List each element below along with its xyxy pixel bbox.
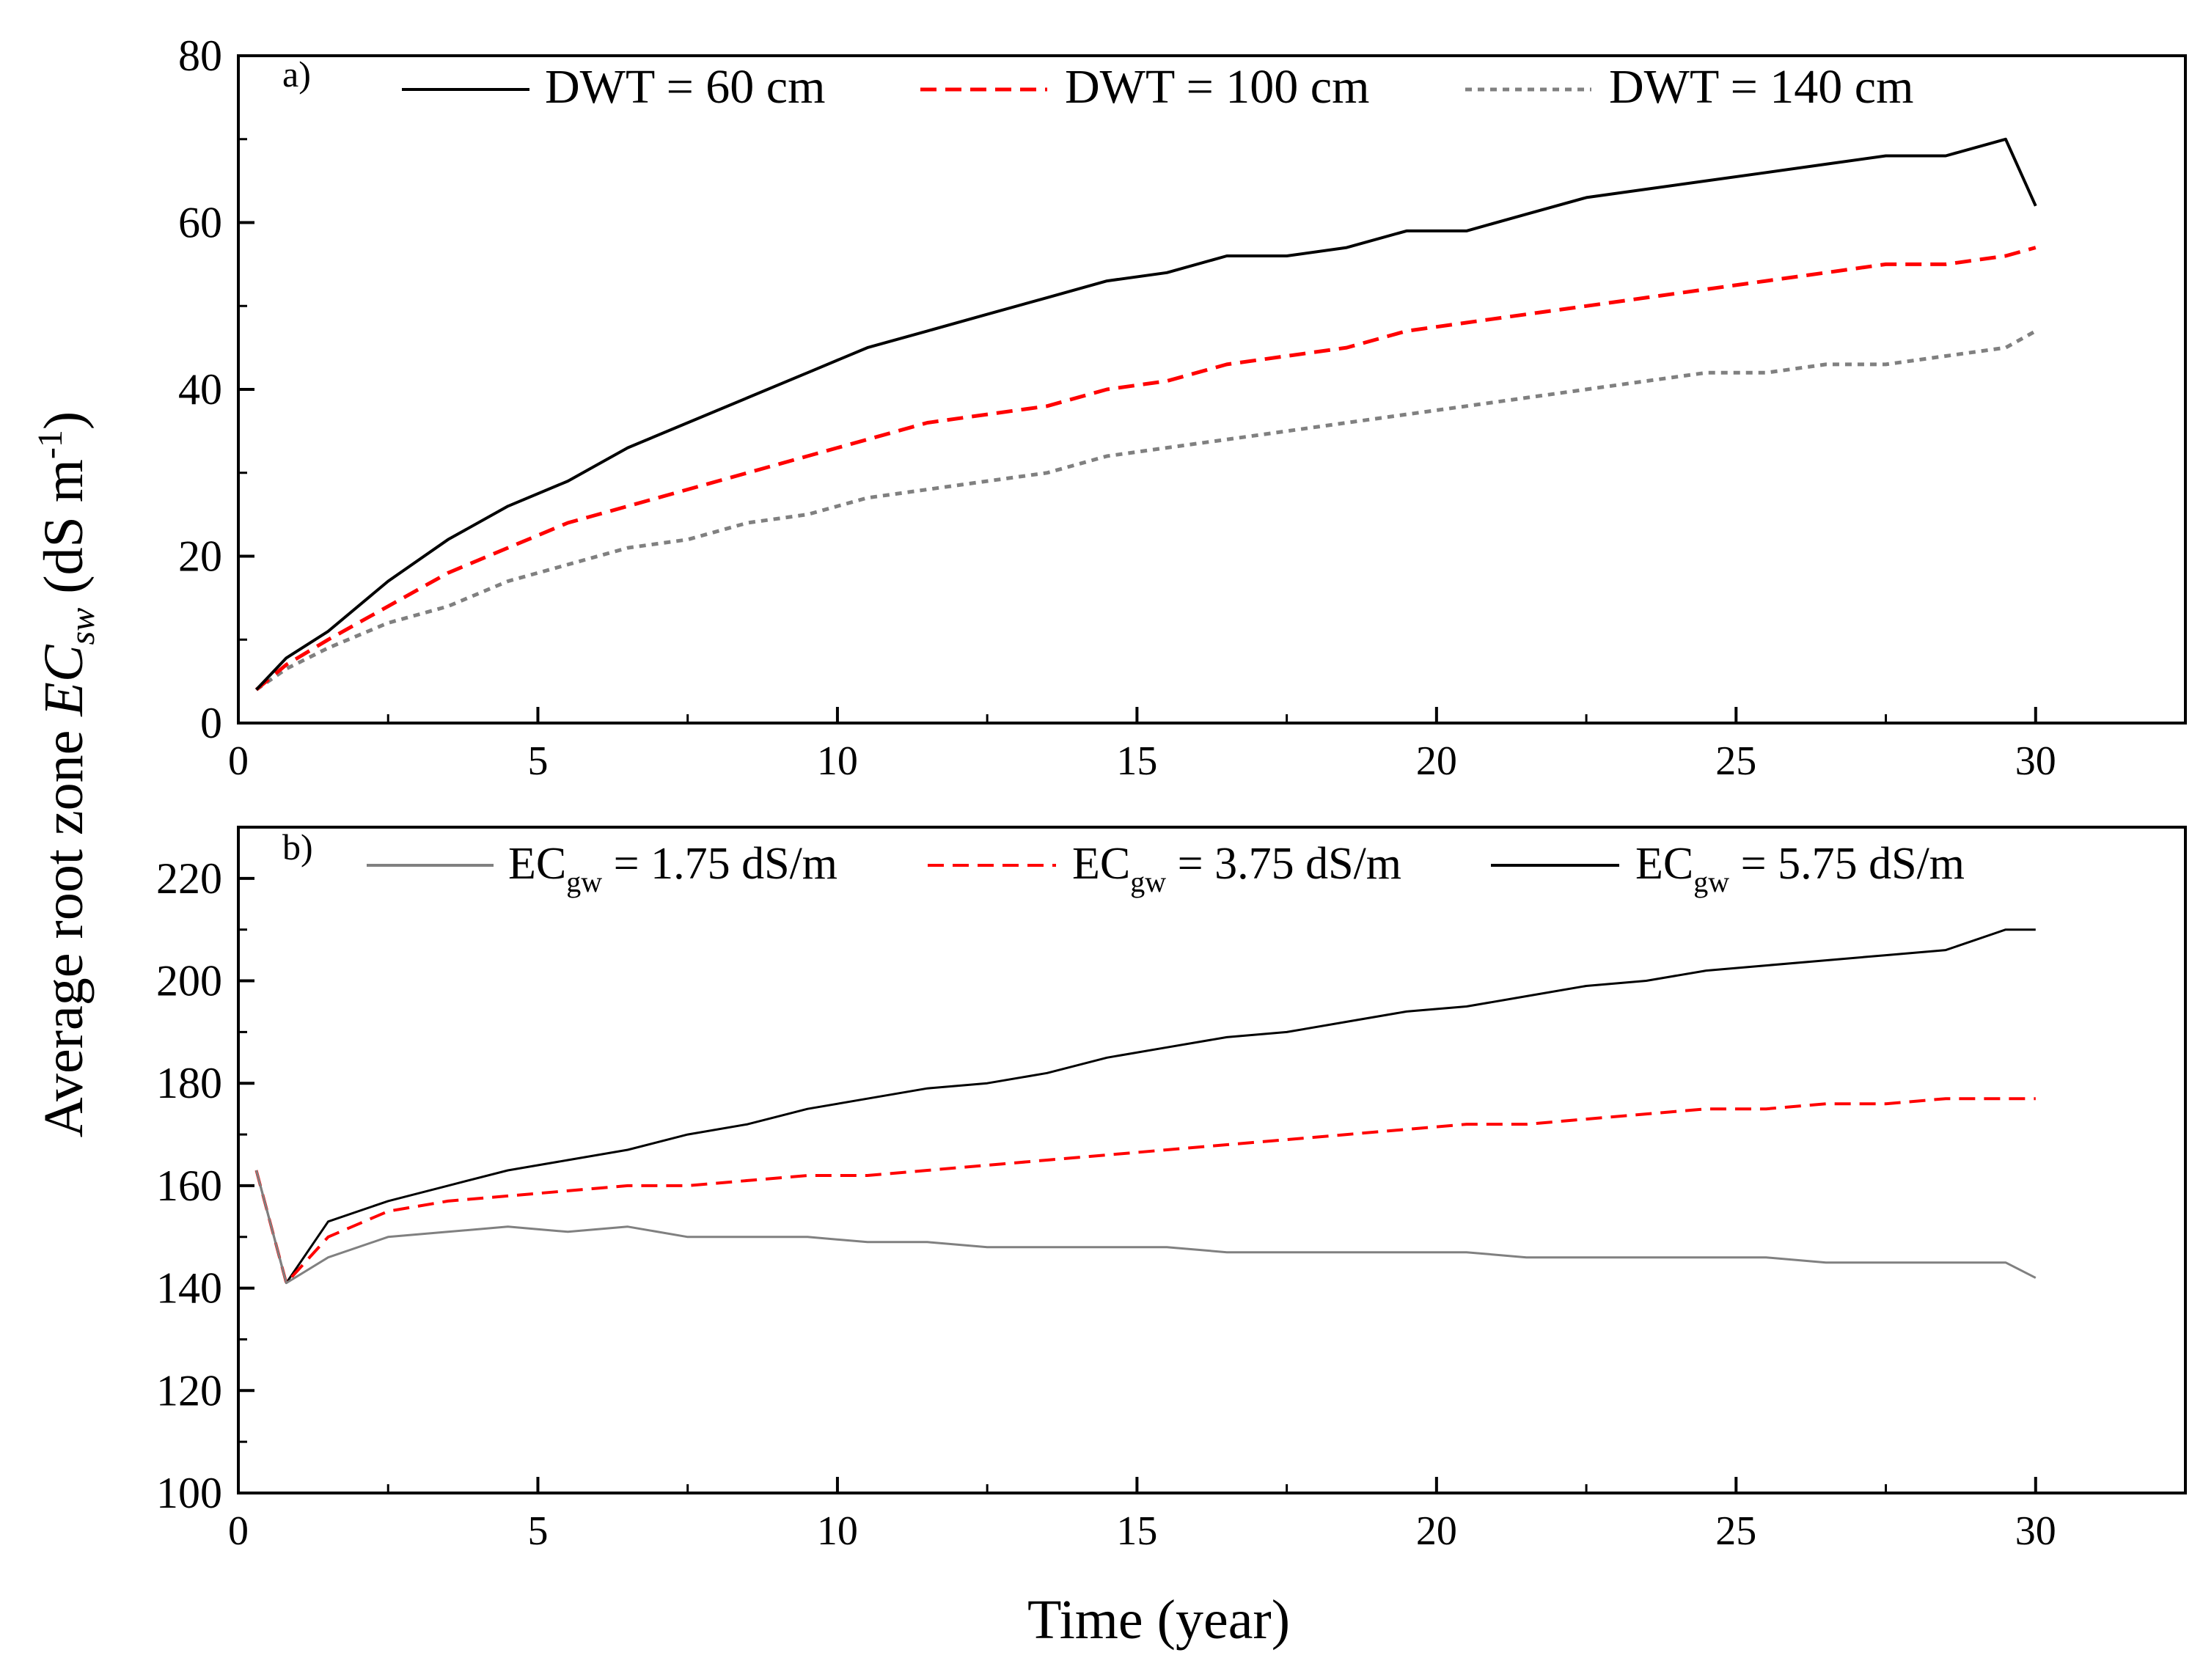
y-label-sub: sw <box>63 608 102 645</box>
y-tick-label-b-120: 120 <box>156 1366 222 1415</box>
x-tick-label-a-20: 20 <box>1416 738 1457 784</box>
y-tick-label-a-20: 20 <box>178 532 222 581</box>
series-line-a-0 <box>255 137 2037 691</box>
x-tick-label-a-25: 25 <box>1715 738 1756 784</box>
y-tick-label-b-180: 180 <box>156 1059 222 1107</box>
panel-b-legend: ECgw = 1.75 dS/m ECgw = 3.75 dS/m ECgw =… <box>367 839 1965 898</box>
y-label-unit-open: (dS m <box>33 459 95 608</box>
y-tick-label-b-100: 100 <box>156 1469 222 1517</box>
x-tick-label-a-0: 0 <box>228 738 249 784</box>
y-tick-label-a-60: 60 <box>178 199 222 247</box>
legend-label-ecgw-575: ECgw = 5.75 dS/m <box>1635 839 1965 898</box>
legend-ecgw-175-sub: gw <box>566 865 602 898</box>
panel-a-label: a) <box>282 54 311 95</box>
y-label-main: Average root zone <box>33 716 95 1138</box>
legend-ecgw-175-rest: = 1.75 dS/m <box>602 839 837 889</box>
panel-a-legend: DWT = 60 cm DWT = 100 cm DWT = 140 cm <box>402 60 1913 114</box>
x-tick-label-b-0: 0 <box>228 1508 249 1554</box>
y-label-ec: EC <box>33 644 95 716</box>
x-tick-label-b-25: 25 <box>1715 1508 1756 1554</box>
legend-ecgw-575-rest: = 5.75 dS/m <box>1729 839 1965 889</box>
x-tick-label-a-10: 10 <box>817 738 858 784</box>
legend-label-ecgw-175: ECgw = 1.75 dS/m <box>508 839 837 898</box>
panel-a-ticks: 0 5 10 15 20 25 30 0 20 40 60 80 <box>178 32 2056 784</box>
series-line-b-0 <box>255 1170 2037 1285</box>
legend-ecgw-175-main: EC <box>508 839 566 889</box>
series-line-b-2 <box>255 928 2036 1285</box>
legend-ecgw-575-sub: gw <box>1693 865 1729 898</box>
panel-a: 0 5 10 15 20 25 30 0 20 40 60 80 a) DWT = 60 cm DWT… <box>178 32 2187 784</box>
y-tick-label-a-0: 0 <box>200 699 222 747</box>
y-label-unit-sup: -1 <box>31 430 70 459</box>
panel-a-series <box>254 137 2037 692</box>
legend-ecgw-375-main: EC <box>1072 839 1130 889</box>
series-line-b-1 <box>254 1097 2036 1285</box>
panel-b-ticks: 0 5 10 15 20 25 30 100 120 140 160 180 200 220 <box>156 854 2056 1554</box>
x-tick-label-b-30: 30 <box>2015 1508 2056 1554</box>
x-tick-label-b-15: 15 <box>1116 1508 1157 1554</box>
y-tick-label-b-160: 160 <box>156 1162 222 1210</box>
y-tick-label-b-220: 220 <box>156 854 222 903</box>
x-tick-label-a-15: 15 <box>1116 738 1157 784</box>
shared-y-axis-label: Average root zone ECsw (dS m-1) <box>31 411 102 1137</box>
x-tick-label-a-5: 5 <box>527 738 548 784</box>
shared-x-axis-label: Time (year) <box>1027 1589 1290 1651</box>
legend-ecgw-575-main: EC <box>1635 839 1693 889</box>
x-tick-label-b-5: 5 <box>527 1508 548 1554</box>
legend-label-dwt-60: DWT = 60 cm <box>545 60 825 114</box>
y-tick-label-a-80: 80 <box>178 32 222 80</box>
panel-b-series <box>254 928 2037 1285</box>
legend-label-dwt-100: DWT = 100 cm <box>1065 60 1369 114</box>
legend-ecgw-375-sub: gw <box>1130 865 1166 898</box>
legend-label-dwt-140: DWT = 140 cm <box>1609 60 1913 114</box>
legend-label-ecgw-375: ECgw = 3.75 dS/m <box>1072 839 1401 898</box>
x-tick-label-b-20: 20 <box>1416 1508 1457 1554</box>
panel-b-frame <box>237 826 2187 1494</box>
series-line-a-1 <box>254 246 2037 692</box>
y-tick-label-b-140: 140 <box>156 1264 222 1313</box>
legend-ecgw-375-rest: = 3.75 dS/m <box>1166 839 1401 889</box>
x-tick-label-a-30: 30 <box>2015 738 2056 784</box>
x-tick-label-b-10: 10 <box>817 1508 858 1554</box>
y-tick-label-b-200: 200 <box>156 957 222 1005</box>
y-tick-label-a-40: 40 <box>178 365 222 414</box>
y-label-unit-close: ) <box>33 411 95 430</box>
panel-b-label: b) <box>282 826 313 867</box>
